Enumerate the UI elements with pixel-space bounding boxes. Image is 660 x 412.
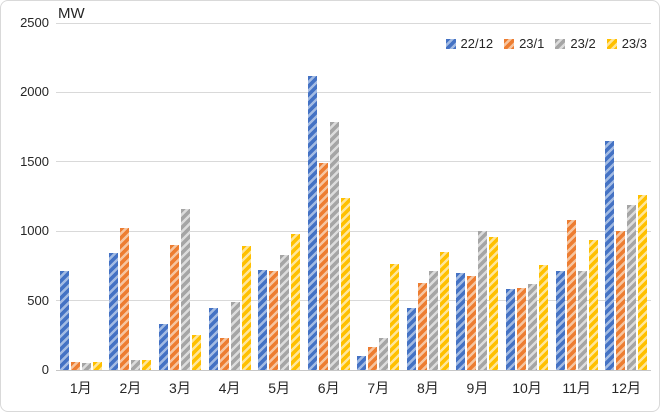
bar-23/3-2月: [142, 360, 152, 370]
x-tick-label: 8月: [416, 380, 439, 396]
legend-swatch-icon: [606, 38, 617, 49]
bar-22/12-10月: [506, 289, 516, 370]
y-tick-label: 1000: [20, 223, 49, 239]
bar-23/1-7月: [368, 347, 378, 370]
bar-23/2-5月: [280, 255, 290, 370]
bar-23/3-8月: [439, 252, 449, 370]
bar-23/3-9月: [489, 237, 499, 370]
bar-23/1-5月: [269, 271, 279, 370]
legend-item-23/1: 23/1: [504, 36, 544, 51]
bar-22/12-12月: [605, 141, 615, 370]
legend-swatch-icon: [445, 38, 456, 49]
x-tick-label: 4月: [218, 380, 241, 396]
x-tick-label: 6月: [317, 380, 340, 396]
x-tick-label: 10月: [512, 380, 542, 396]
legend-label: 23/1: [519, 36, 545, 51]
bar-22/12-2月: [109, 253, 119, 370]
bar-23/2-6月: [329, 122, 339, 370]
gridline: [56, 230, 651, 232]
bar-23/1-3月: [169, 245, 179, 370]
bar-23/2-12月: [627, 205, 637, 370]
legend-label: 23/3: [621, 36, 647, 51]
legend-swatch-icon: [555, 38, 566, 49]
bar-23/2-1月: [81, 363, 91, 370]
bar-22/12-5月: [258, 270, 268, 370]
bar-23/3-3月: [191, 335, 201, 370]
bar-22/12-11月: [555, 271, 565, 370]
bar-23/2-4月: [230, 302, 240, 370]
gridline: [56, 91, 651, 93]
x-tick-label: 2月: [119, 380, 142, 396]
x-tick-label: 5月: [268, 380, 291, 396]
bar-23/2-9月: [478, 231, 488, 370]
legend-label: 23/2: [570, 36, 596, 51]
y-tick-label: 500: [27, 292, 49, 308]
bar-23/3-12月: [638, 195, 648, 370]
legend-item-23/2: 23/2: [555, 36, 596, 51]
bar-23/1-9月: [467, 276, 477, 370]
bar-22/12-8月: [406, 308, 416, 370]
bar-23/3-7月: [390, 264, 400, 370]
bar-23/1-10月: [517, 288, 527, 370]
bar-23/2-2月: [131, 360, 141, 370]
gridline: [56, 300, 651, 302]
bar-23/2-10月: [528, 284, 538, 370]
bar-23/3-1月: [92, 362, 102, 370]
y-tick-label: 2500: [20, 15, 49, 30]
bar-23/3-6月: [340, 198, 350, 370]
bar-23/1-12月: [616, 231, 626, 370]
legend-label: 22/12: [460, 36, 494, 51]
bar-23/3-10月: [539, 265, 549, 370]
bar-23/1-8月: [417, 283, 427, 370]
bar-23/2-8月: [428, 271, 438, 370]
bar-23/1-11月: [566, 220, 576, 370]
x-tick-label: 12月: [611, 380, 641, 396]
bar-23/1-2月: [120, 228, 130, 370]
bar-22/12-7月: [357, 356, 367, 370]
y-tick-label: 0: [41, 362, 49, 377]
y-axis-unit-label: MW: [58, 5, 85, 22]
bar-23/3-11月: [588, 240, 598, 370]
bar-23/3-4月: [241, 246, 251, 370]
x-tick-label: 9月: [466, 380, 489, 396]
bar-22/12-3月: [158, 324, 168, 370]
x-tick-label: 7月: [367, 380, 390, 396]
y-tick-label: 1500: [20, 153, 49, 169]
x-tick-label: 11月: [562, 380, 591, 396]
y-tick-label: 2000: [20, 84, 49, 100]
gridline: [56, 161, 651, 163]
bar-23/1-6月: [318, 163, 328, 370]
legend-swatch-icon: [504, 38, 515, 49]
gridline: [56, 22, 651, 24]
bar-23/1-4月: [219, 338, 229, 370]
x-axis-line: [56, 369, 651, 371]
bar-22/12-6月: [307, 76, 317, 370]
x-tick-label: 1月: [69, 380, 92, 396]
legend: 22/12 23/1 23/2 23/3: [445, 36, 647, 51]
bar-23/2-11月: [577, 271, 587, 370]
bar-23/2-3月: [180, 209, 190, 370]
bar-23/3-5月: [291, 234, 301, 370]
legend-item-22/12: 22/12: [445, 36, 494, 51]
bar-22/12-9月: [456, 273, 466, 370]
legend-item-23/3: 23/3: [606, 36, 647, 51]
bar-23/2-7月: [379, 338, 389, 370]
x-tick-label: 3月: [169, 380, 191, 396]
bar-23/1-1月: [70, 362, 80, 370]
bar-22/12-4月: [208, 308, 218, 370]
bar-22/12-1月: [59, 271, 69, 370]
